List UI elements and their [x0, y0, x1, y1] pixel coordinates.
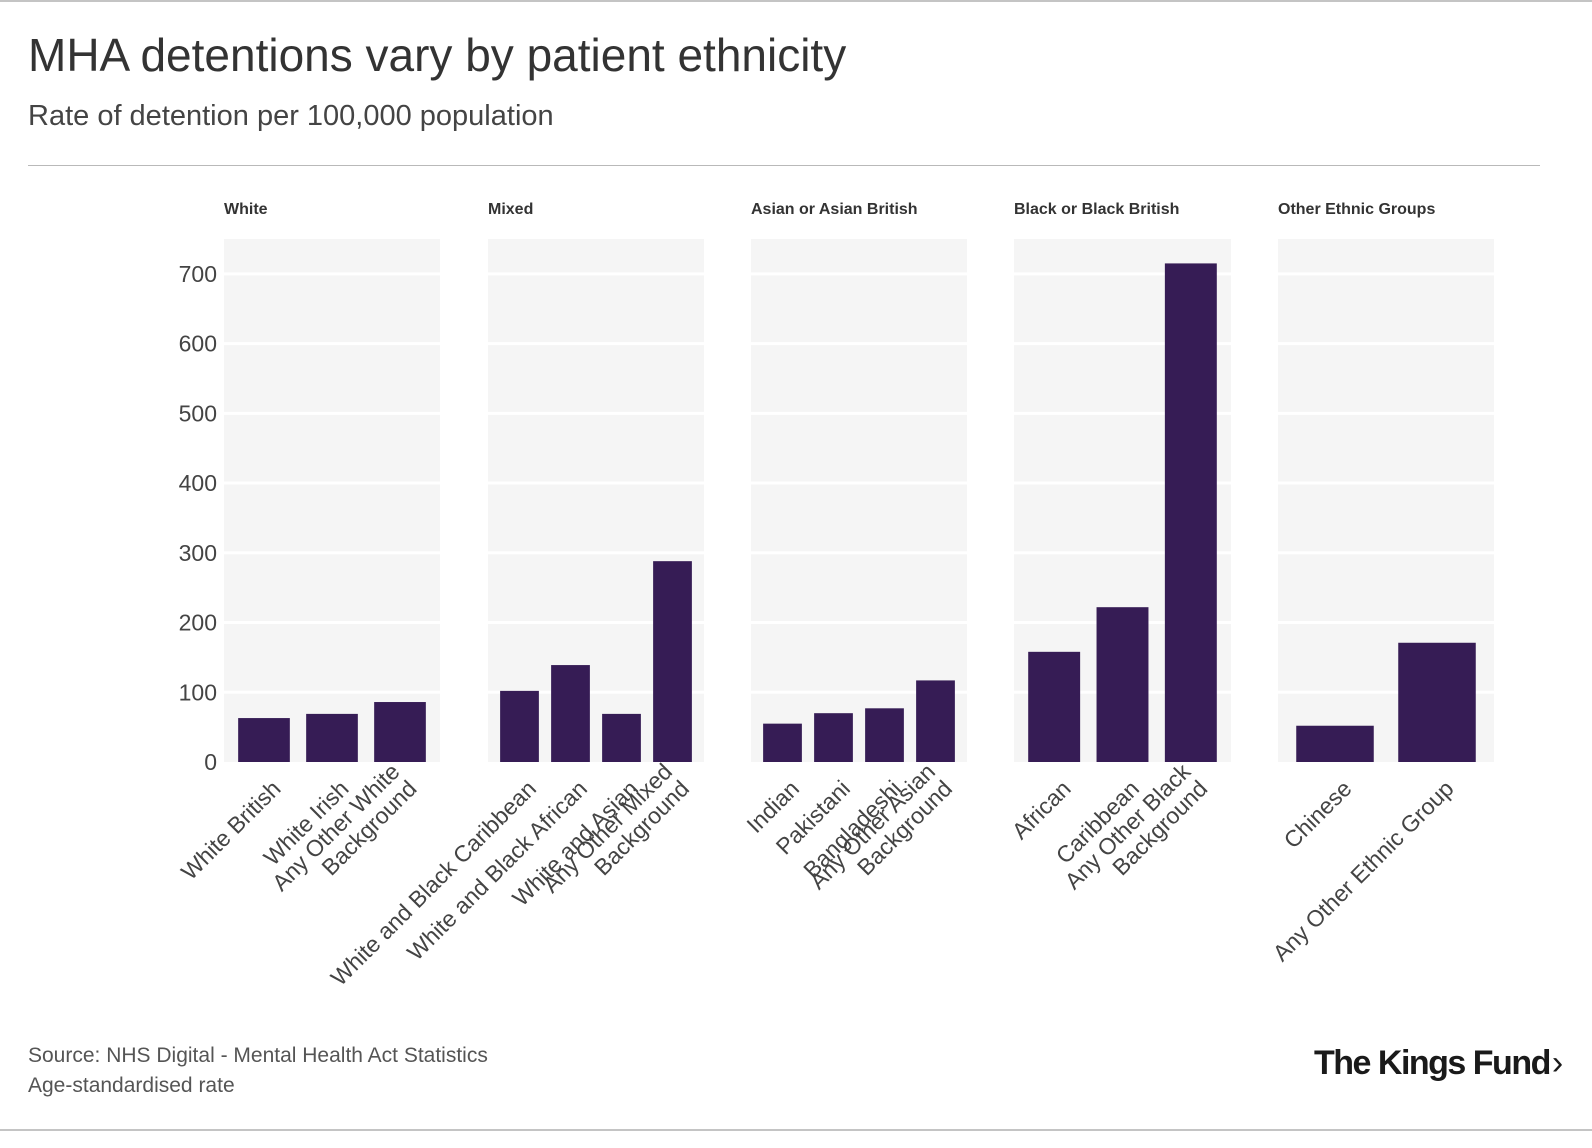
- x-tick-label-line: Chinese: [1278, 775, 1356, 853]
- panel-background: [224, 239, 440, 762]
- gridline: [224, 272, 440, 276]
- bar: [653, 561, 692, 762]
- facet-title: Other Ethnic Groups: [1278, 201, 1435, 218]
- facet-panel: Asian or Asian BritishIndianPakistaniBan…: [741, 201, 967, 894]
- gridline: [224, 481, 440, 485]
- gridline: [488, 481, 704, 485]
- y-tick-label: 600: [179, 331, 217, 357]
- chart-subtitle: Rate of detention per 100,000 population: [28, 100, 554, 132]
- bar: [306, 713, 358, 762]
- gridline: [751, 411, 967, 415]
- facet-title: Asian or Asian British: [751, 201, 918, 218]
- gridline: [488, 690, 704, 694]
- facet-title: Black or Black British: [1014, 201, 1179, 218]
- gridline: [1278, 551, 1494, 555]
- gridline: [751, 551, 967, 555]
- gridline: [224, 551, 440, 555]
- logo-chevron-icon: ›: [1551, 1044, 1563, 1082]
- gridline: [224, 690, 440, 694]
- bar: [865, 708, 904, 762]
- gridline: [488, 272, 704, 276]
- gridline: [1014, 411, 1231, 415]
- bar: [1296, 725, 1374, 762]
- gridline: [1278, 342, 1494, 346]
- facet-panel: Black or Black BritishAfricanCaribbeanAn…: [1007, 201, 1231, 894]
- gridline: [1278, 621, 1494, 625]
- bar: [814, 713, 853, 762]
- gridline: [1014, 481, 1231, 485]
- bottom-border: [0, 1129, 1592, 1131]
- gridline: [1278, 690, 1494, 694]
- bar: [500, 690, 539, 762]
- bar: [916, 680, 955, 762]
- gridline: [751, 481, 967, 485]
- bar: [1398, 642, 1476, 762]
- gridline: [1278, 481, 1494, 485]
- x-tick-label-line: White British: [176, 775, 286, 885]
- gridline: [751, 272, 967, 276]
- gridline: [1014, 272, 1231, 276]
- gridline: [1014, 551, 1231, 555]
- gridline: [488, 621, 704, 625]
- bar: [1028, 651, 1081, 762]
- chart-title: MHA detentions vary by patient ethnicity: [28, 29, 847, 81]
- bar-chart: 0 100 200 300 400 500 600 700 White White British…: [176, 201, 1494, 991]
- y-tick-label: 500: [179, 400, 217, 426]
- y-tick-label: 0: [204, 749, 217, 775]
- gridline: [1278, 272, 1494, 276]
- kings-fund-logo: The Kings Fund›: [1314, 1044, 1563, 1083]
- bar: [763, 723, 802, 762]
- x-tick-label-line: African: [1007, 775, 1076, 844]
- x-tick-label: Chinese: [1278, 775, 1356, 853]
- top-border: [0, 0, 1592, 2]
- gridline: [224, 621, 440, 625]
- gridline: [751, 690, 967, 694]
- y-tick-label: 100: [179, 679, 217, 705]
- x-tick-label: White British: [176, 775, 286, 885]
- y-tick-label: 300: [179, 540, 217, 566]
- y-tick-label: 400: [179, 470, 217, 496]
- logo-text: The Kings Fund: [1314, 1044, 1551, 1082]
- gridline: [224, 342, 440, 346]
- rate-note: Age-standardised rate: [28, 1074, 235, 1097]
- gridline: [751, 342, 967, 346]
- gridline: [488, 342, 704, 346]
- bar: [1096, 607, 1149, 762]
- header-divider: [28, 165, 1540, 166]
- gridline: [488, 411, 704, 415]
- gridline: [751, 621, 967, 625]
- source-note: Source: NHS Digital - Mental Health Act …: [28, 1044, 488, 1067]
- gridline: [1278, 411, 1494, 415]
- panel-background: [751, 239, 967, 762]
- gridline: [488, 551, 704, 555]
- y-tick-label: 200: [179, 610, 217, 636]
- bar: [602, 713, 641, 762]
- facet-title: Mixed: [488, 201, 533, 218]
- gridline: [224, 411, 440, 415]
- facet-title: White: [224, 201, 268, 218]
- bar: [551, 665, 590, 762]
- bar: [238, 718, 290, 762]
- bar: [1164, 263, 1217, 762]
- x-tick-label: Any Other MixedBackground: [538, 758, 694, 914]
- gridline: [1014, 342, 1231, 346]
- x-tick-label: African: [1007, 775, 1076, 844]
- x-tick-label: Any Other Ethnic Group: [1268, 775, 1459, 966]
- x-tick-label-line: Any Other Ethnic Group: [1268, 775, 1459, 966]
- y-tick-label: 700: [179, 261, 217, 287]
- bar: [374, 702, 426, 762]
